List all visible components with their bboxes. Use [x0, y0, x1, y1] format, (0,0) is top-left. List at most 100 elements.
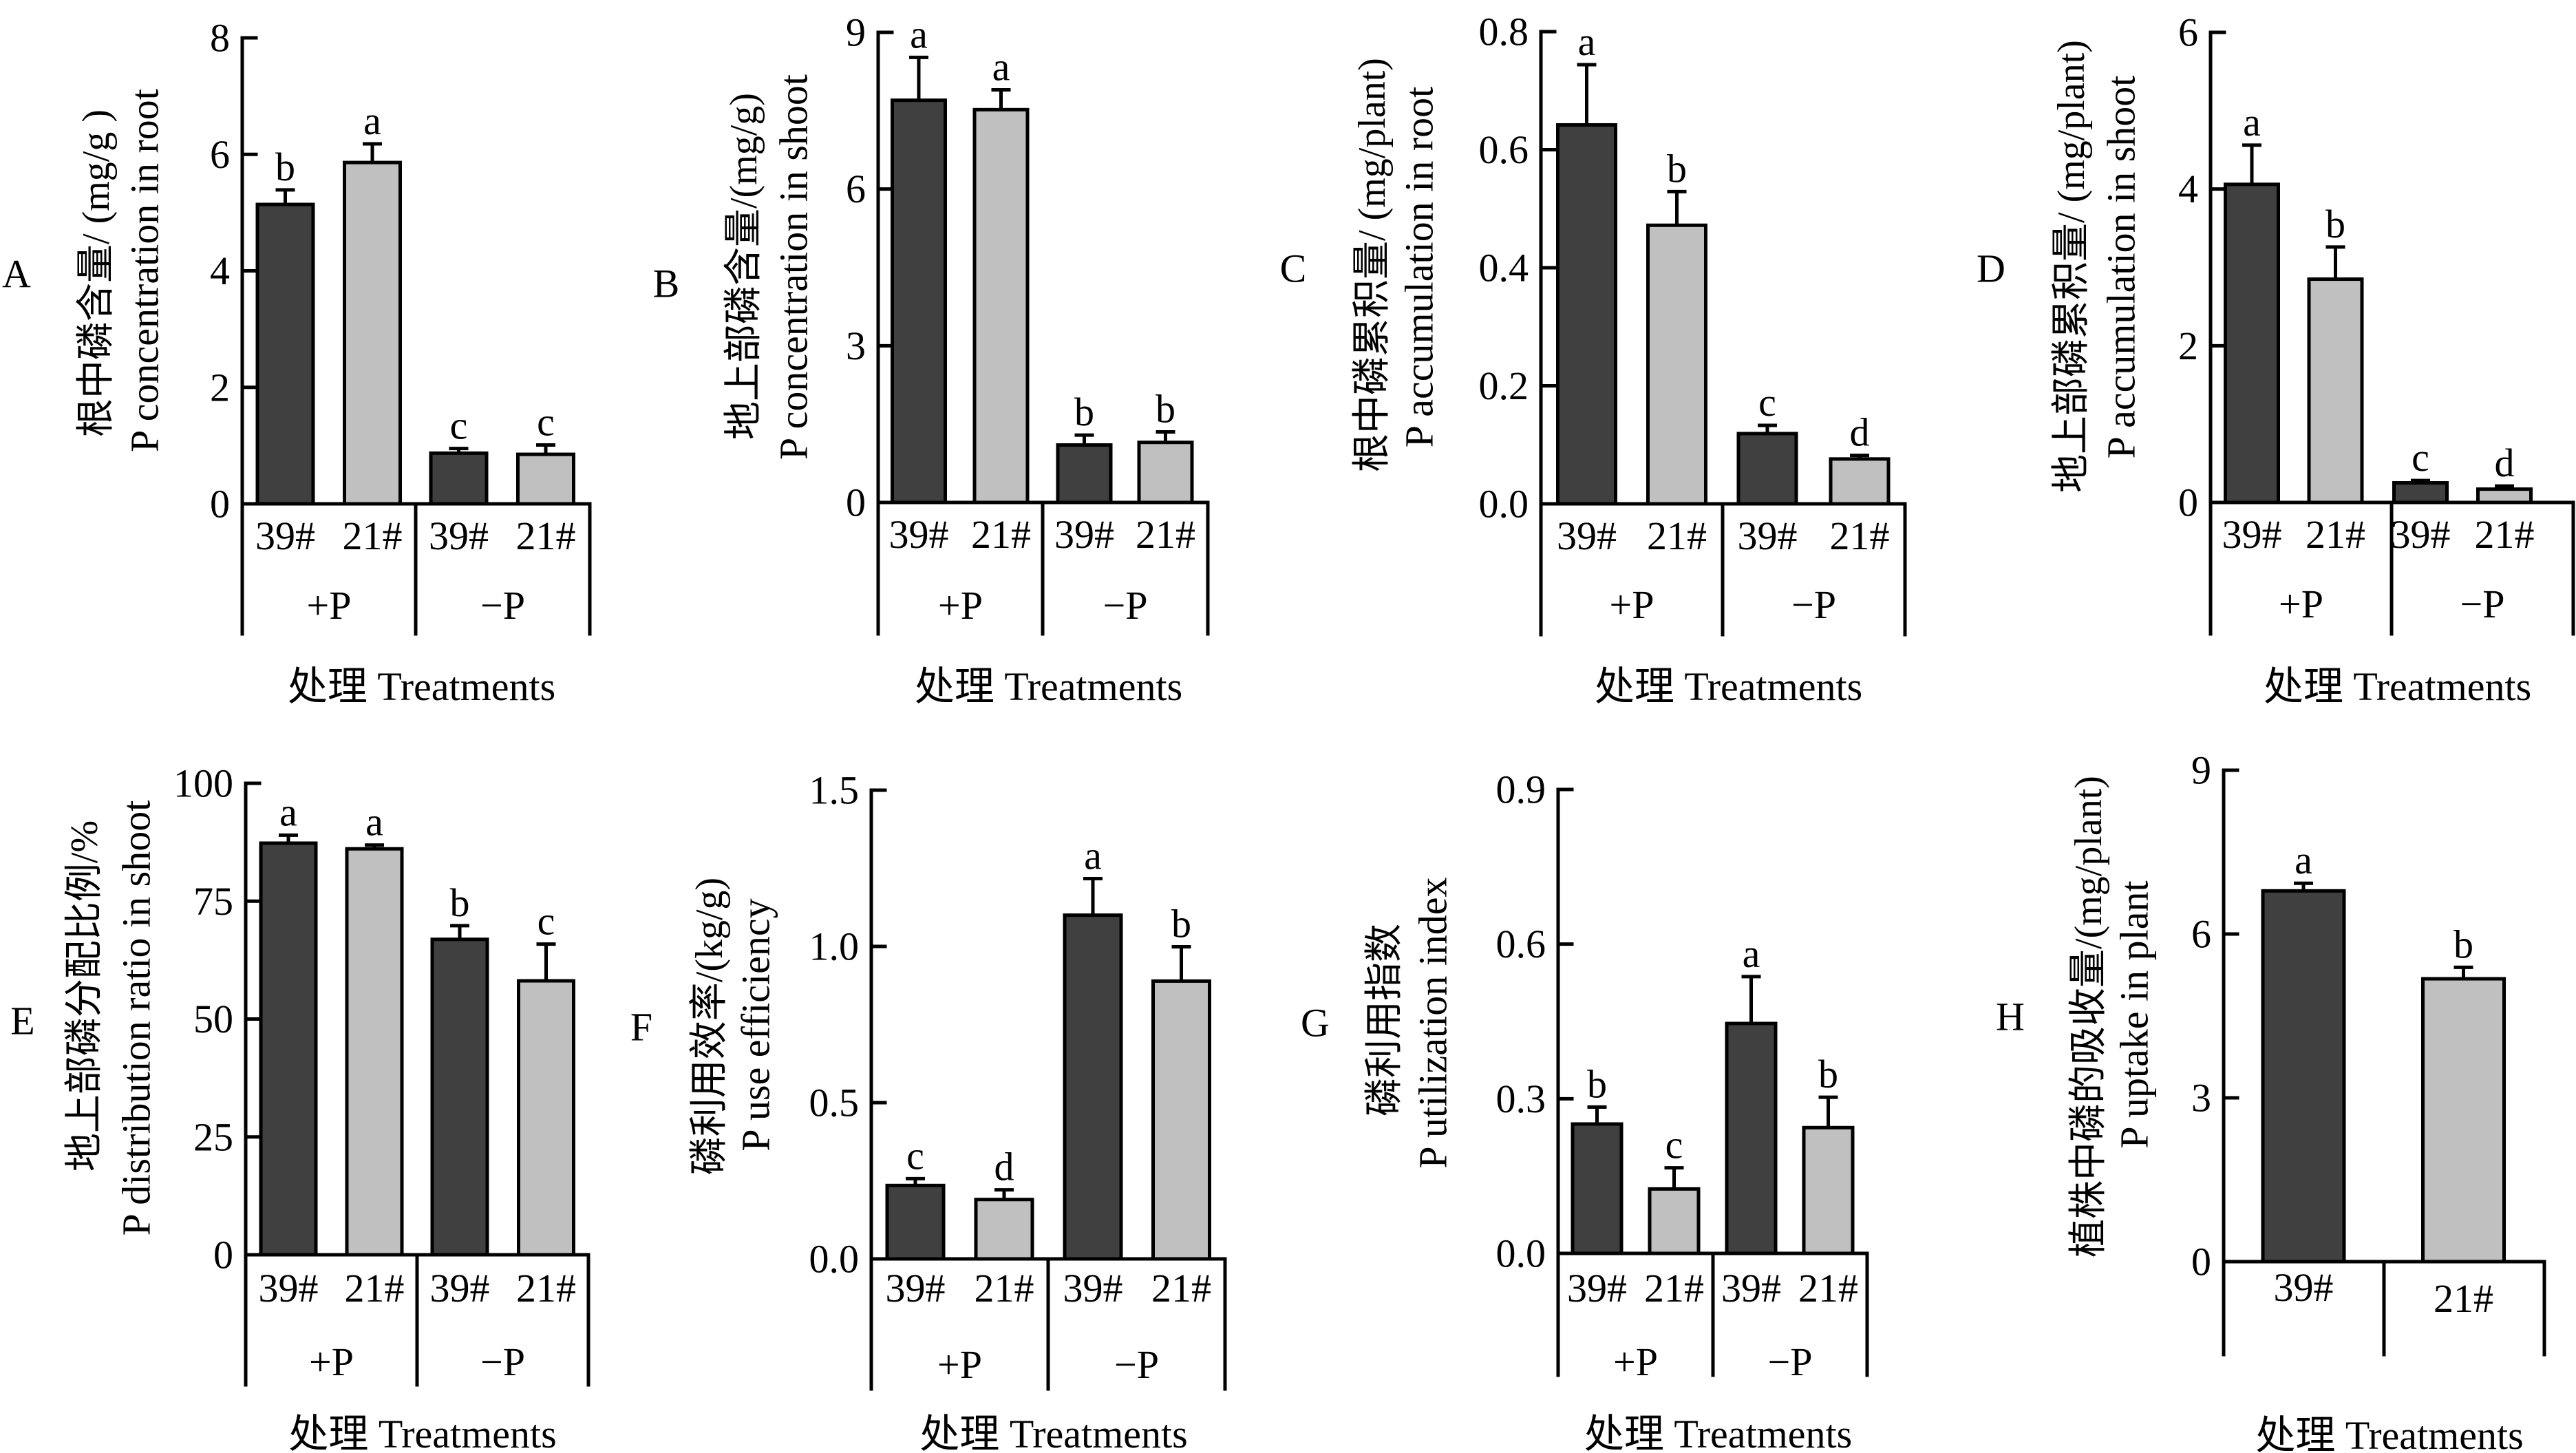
panel-h: H 植株中磷的吸收量/(mg/plant) P uptake in plant 0 3 6… [1996, 748, 2546, 1453]
panel-label: F [630, 1005, 652, 1050]
category-label: 21# [1644, 1266, 1704, 1311]
category-label: 21# [2475, 512, 2535, 557]
bar-21-3 [1151, 979, 1211, 1261]
y-tick-label: 1.5 [809, 768, 860, 813]
category-label: 39# [889, 512, 949, 557]
x-axis-title: 处理 Treatments [919, 1412, 1187, 1453]
significance-letter: c [906, 1133, 924, 1178]
panel-g: G 磷利用指数 P utilization index 0.0 0.3 0.6 0.9 b 39… [1301, 767, 1869, 1453]
bar-21-3 [1137, 441, 1194, 505]
y-tick-label: 0.4 [1479, 246, 1529, 290]
y-tick-label: 0 [213, 1233, 233, 1277]
category-label: 21# [1798, 1266, 1858, 1311]
significance-letter: c [1758, 380, 1776, 425]
significance-letter: d [2495, 441, 2515, 485]
bar-21-1 [343, 160, 402, 506]
group-label: +P [2279, 582, 2323, 626]
y-axis-title-cn: 磷利用效率/(kg/g) [688, 878, 731, 1175]
category-label: 21# [971, 512, 1031, 557]
y-tick-label: 50 [193, 997, 233, 1041]
panel-d: D 地上部磷累积量/ (mg/plant) P accumulation in sh… [1977, 10, 2575, 709]
bar-39-2 [1736, 432, 1798, 506]
bar-39-0 [2261, 889, 2346, 1264]
category-label: 21# [2434, 1276, 2493, 1321]
significance-letter: c [2412, 435, 2429, 480]
y-tick-label: 1.0 [809, 924, 860, 969]
category-label: 39# [1721, 1266, 1781, 1311]
group-label: +P [1610, 582, 1654, 627]
significance-letter: c [450, 403, 468, 448]
significance-letter: a [1743, 931, 1760, 976]
y-axis-title-en: P use efficiency [734, 898, 778, 1151]
y-tick-label: 6 [2178, 10, 2198, 55]
panel-a: A 根中磷含量/ (mg/g ) P concentration in root 0 2… [2, 16, 592, 709]
panel-e: E 地上部磷分配比例/% P distribution ratio in shoot… [10, 761, 590, 1453]
y-tick-label: 8 [210, 16, 230, 61]
x-axis-title: 处理 Treatments [915, 664, 1182, 709]
category-label: 39# [2222, 512, 2282, 557]
group-label: −P [480, 1339, 525, 1384]
y-tick-label: 0.0 [809, 1237, 860, 1282]
y-axis-title-en: P accumulation in root [1397, 87, 1442, 448]
y-tick-label: 100 [173, 761, 233, 806]
bar-39-2 [1725, 1021, 1778, 1255]
y-axis-title-cn: 根中磷含量/ (mg/g ) [75, 109, 118, 437]
bar-39-0 [1556, 123, 1617, 506]
significance-letter: a [910, 12, 928, 56]
bar-21-1 [345, 847, 404, 1257]
group-label: −P [2460, 582, 2505, 626]
y-tick-label: 6 [846, 167, 866, 211]
y-tick-label: 0.3 [1496, 1077, 1546, 1121]
y-tick-label: 0.0 [1496, 1231, 1546, 1276]
group-label: −P [1103, 583, 1148, 628]
bar-21-3 [517, 979, 575, 1257]
bar-39-0 [2224, 182, 2280, 505]
category-label: 21# [1151, 1266, 1211, 1311]
significance-letter: c [537, 899, 555, 944]
panel-label: H [1996, 995, 2025, 1039]
category-label: 39# [2391, 512, 2451, 557]
bar-21-1 [1648, 1187, 1701, 1255]
category-label: 39# [886, 1266, 946, 1311]
bar-21-1 [2307, 277, 2364, 505]
y-axis-title-en: P utilization index [1411, 877, 1456, 1168]
significance-letter: b [275, 145, 295, 189]
panel-label: C [1280, 246, 1307, 291]
bar-21-3 [2476, 487, 2533, 505]
y-axis-title-cn: 地上部磷含量/(mg/g) [723, 93, 765, 440]
y-axis-title-en: P concentration in root [123, 89, 167, 452]
y-tick-label: 6 [2191, 912, 2211, 957]
significance-letter: a [2295, 838, 2312, 882]
category-label: 39# [1054, 512, 1114, 557]
y-axis-title-cn: 植株中磷的吸收量/(mg/plant) [2067, 776, 2110, 1258]
significance-letter: a [363, 98, 381, 143]
bar-39-0 [259, 841, 318, 1257]
bar-21-1 [2421, 977, 2506, 1264]
bar-39-0 [891, 98, 947, 505]
y-tick-label: 0.2 [1479, 363, 1529, 408]
panel-label: A [2, 252, 31, 297]
y-tick-label: 0.6 [1479, 127, 1529, 172]
panel-label: B [653, 262, 680, 306]
group-label: +P [307, 583, 352, 628]
y-tick-label: 6 [210, 132, 230, 177]
significance-letter: b [450, 880, 470, 925]
bar-39-0 [885, 1183, 946, 1261]
bar-21-3 [1802, 1125, 1855, 1255]
significance-letter: b [2453, 922, 2473, 966]
y-axis-title-cn: 根中磷累积量/ (mg/plant) [1351, 58, 1394, 472]
significance-letter: a [2243, 100, 2261, 145]
y-tick-label: 0.8 [1479, 10, 1529, 54]
category-label: 39# [1738, 513, 1798, 558]
significance-letter: b [1074, 390, 1094, 434]
significance-letter: d [994, 1145, 1014, 1189]
category-label: 21# [1136, 512, 1195, 557]
category-label: 21# [345, 1266, 405, 1311]
panel-c: C 根中磷累积量/ (mg/plant) P accumulation in roo… [1280, 10, 1907, 709]
bar-21-1 [1646, 223, 1707, 506]
significance-letter: b [2325, 202, 2345, 246]
significance-letter: a [1578, 19, 1596, 64]
panel-label: G [1301, 1001, 1330, 1046]
